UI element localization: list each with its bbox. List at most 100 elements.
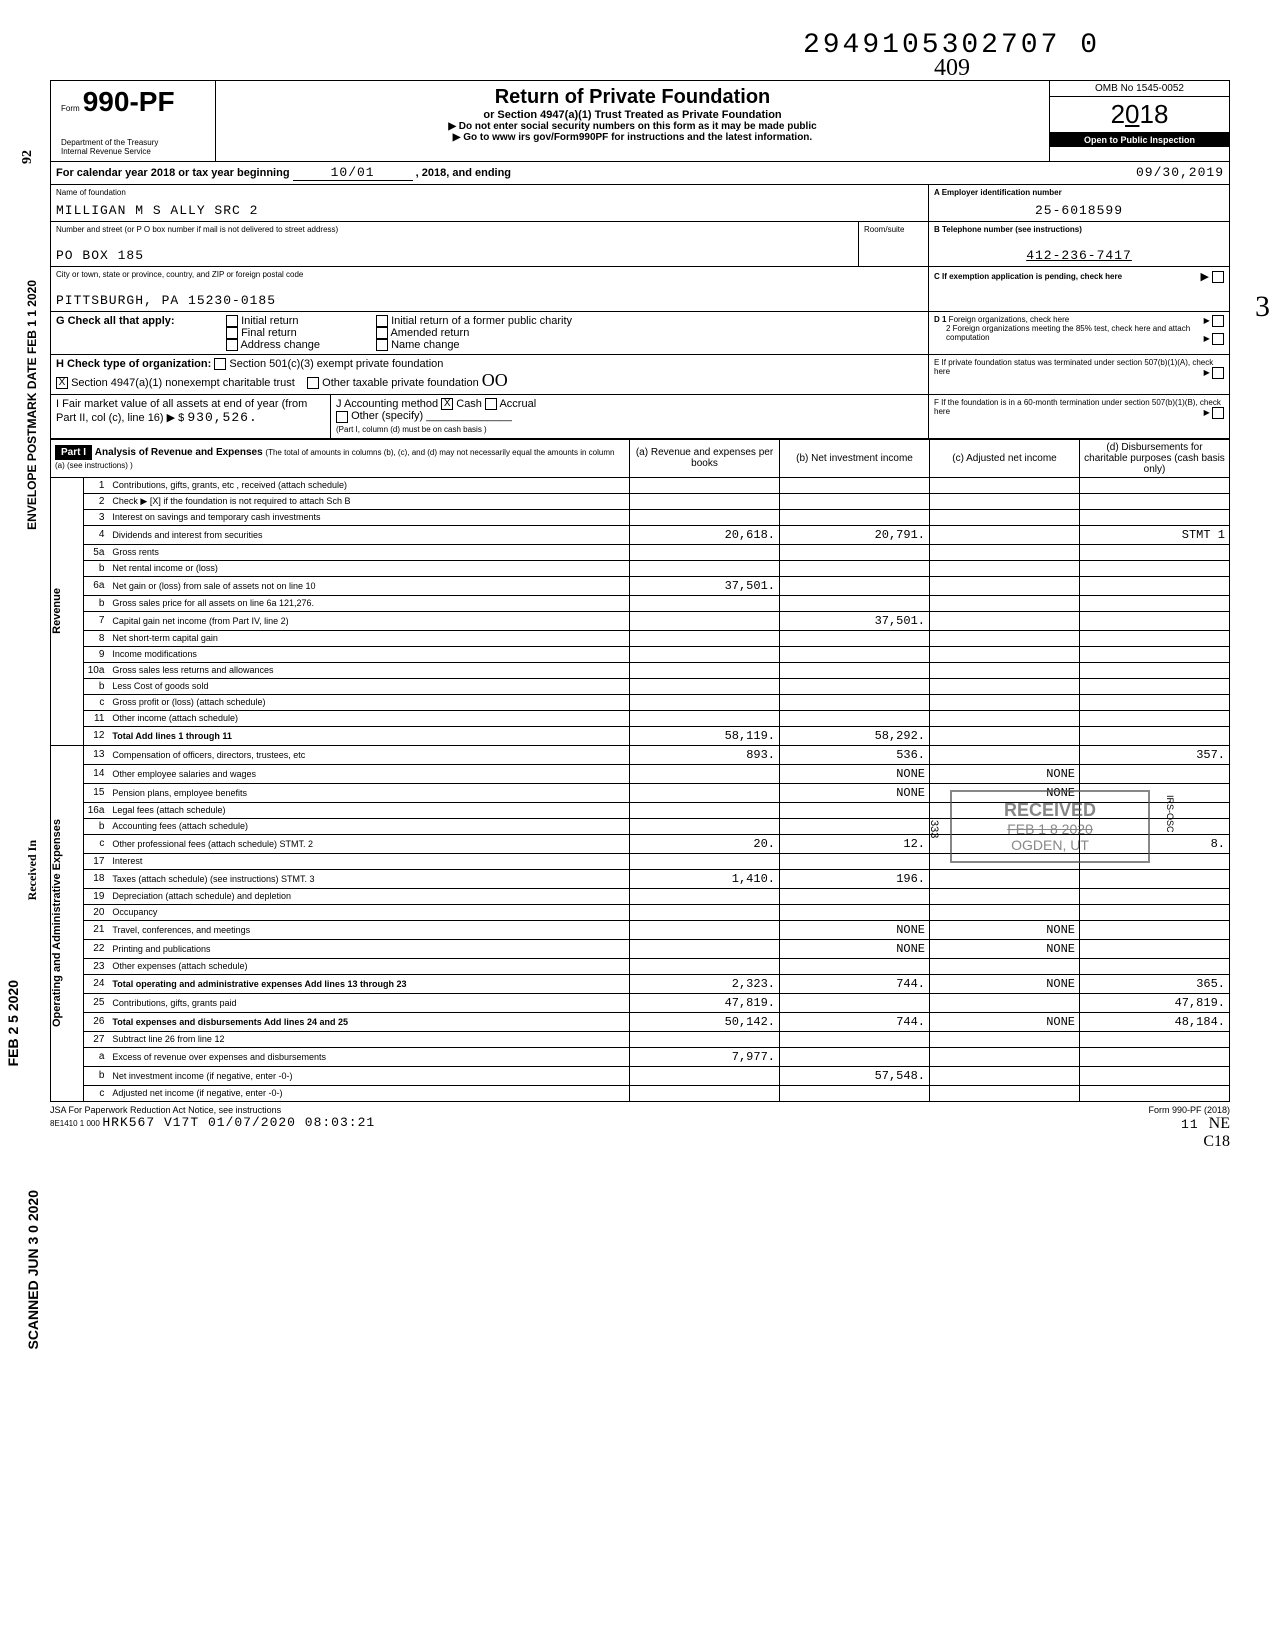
cell-b [780, 576, 930, 595]
checkbox-amended[interactable] [376, 327, 388, 339]
cell-b [780, 595, 930, 611]
footer-hand2: NE [1209, 1115, 1230, 1132]
line-desc: Travel, conferences, and meetings [108, 920, 629, 939]
table-row: 11Other income (attach schedule) [51, 710, 1230, 726]
cell-b: 12. [780, 834, 930, 853]
line-desc: Contributions, gifts, grants paid [108, 993, 629, 1012]
line-desc: Net rental income or (loss) [108, 560, 629, 576]
stamp-333: 333 [928, 820, 940, 838]
cell-c [930, 993, 1080, 1012]
line-desc: Excess of revenue over expenses and disb… [108, 1047, 629, 1066]
cell-a [630, 1085, 780, 1101]
cell-c [930, 646, 1080, 662]
cell-b [780, 1085, 930, 1101]
footer: JSA For Paperwork Reduction Act Notice, … [50, 1105, 1230, 1151]
table-row: bLess Cost of goods sold [51, 678, 1230, 694]
table-row: 19Depreciation (attach schedule) and dep… [51, 888, 1230, 904]
section-j-note: (Part I, column (d) must be on cash basi… [336, 425, 487, 434]
section-i-value: 930,526. [187, 410, 257, 425]
checkbox-501c3[interactable] [214, 358, 226, 370]
cell-d [1080, 611, 1230, 630]
section-j-label: J Accounting method [336, 398, 438, 410]
line-desc: Net gain or (loss) from sale of assets n… [108, 576, 629, 595]
checkbox-name[interactable] [376, 339, 388, 351]
cell-c [930, 726, 1080, 745]
checkbox-f[interactable] [1212, 407, 1224, 419]
checkbox-address[interactable] [226, 339, 238, 351]
checkbox-former[interactable] [376, 315, 388, 327]
line-number: 10a [83, 662, 108, 678]
cell-d [1080, 939, 1230, 958]
line-desc: Accounting fees (attach schedule) [108, 818, 629, 834]
part1-table: Part I Analysis of Revenue and Expenses … [50, 439, 1230, 1102]
checkbox-initial[interactable] [226, 315, 238, 327]
table-row: 14Other employee salaries and wagesNONEN… [51, 764, 1230, 783]
footer-left: JSA For Paperwork Reduction Act Notice, … [50, 1105, 281, 1115]
cell-a: 58,119. [630, 726, 780, 745]
line-desc: Gross sales less returns and allowances [108, 662, 629, 678]
addr-label: Number and street (or P O box number if … [56, 225, 853, 234]
checkbox-d1[interactable] [1212, 315, 1224, 327]
checkbox-other-tax[interactable] [307, 377, 319, 389]
cell-d: 365. [1080, 974, 1230, 993]
line-desc: Legal fees (attach schedule) [108, 802, 629, 818]
cell-b: NONE [780, 920, 930, 939]
line-number: 25 [83, 993, 108, 1012]
cell-a [630, 802, 780, 818]
table-row: 6aNet gain or (loss) from sale of assets… [51, 576, 1230, 595]
line-desc: Gross sales price for all assets on line… [108, 595, 629, 611]
cell-a [630, 1031, 780, 1047]
col-a-head: (a) Revenue and expenses per books [630, 439, 780, 477]
checkbox-d2[interactable] [1212, 333, 1224, 345]
part1-header: Part I [55, 445, 92, 460]
footer-hand1: C18 [1203, 1133, 1230, 1150]
cell-b [780, 678, 930, 694]
line-desc: Check ▶ [X] if the foundation is not req… [108, 493, 629, 509]
cell-a [630, 493, 780, 509]
calendar-row: For calendar year 2018 or tax year begin… [50, 162, 1230, 185]
cell-d [1080, 1066, 1230, 1085]
cell-c: NONE [930, 764, 1080, 783]
handwritten-annotation: 409 [934, 55, 970, 82]
cell-a: 50,142. [630, 1012, 780, 1031]
section-f: F If the foundation is in a 60-month ter… [934, 398, 1221, 416]
line-desc: Less Cost of goods sold [108, 678, 629, 694]
cell-a [630, 560, 780, 576]
cell-b: 536. [780, 745, 930, 764]
begin-date: 10/01 [293, 165, 413, 181]
col-d-head: (d) Disbursements for charitable purpose… [1080, 439, 1230, 477]
cell-b [780, 904, 930, 920]
line-number: 4 [83, 525, 108, 544]
checkbox-4947[interactable]: X [56, 377, 68, 389]
cell-d [1080, 630, 1230, 646]
cell-d [1080, 958, 1230, 974]
line-desc: Total Add lines 1 through 11 [108, 726, 629, 745]
table-row: 21Travel, conferences, and meetingsNONEN… [51, 920, 1230, 939]
section-g-label: G Check all that apply: [56, 315, 175, 327]
checkbox-accrual[interactable] [485, 398, 497, 410]
checkbox-c[interactable] [1212, 271, 1224, 283]
line-number: 26 [83, 1012, 108, 1031]
expenses-label: Operating and Administrative Expenses [51, 819, 69, 1027]
instruction-2: ▶ Go to www irs gov/Form990PF for instru… [221, 132, 1044, 143]
table-row: 8Net short-term capital gain [51, 630, 1230, 646]
checkbox-e[interactable] [1212, 367, 1224, 379]
cell-d [1080, 595, 1230, 611]
instruction-1: ▶ Do not enter social security numbers o… [221, 121, 1044, 132]
line-desc: Depreciation (attach schedule) and deple… [108, 888, 629, 904]
cell-a [630, 710, 780, 726]
cell-b [780, 509, 930, 525]
line-desc: Adjusted net income (if negative, enter … [108, 1085, 629, 1101]
table-row: 12Total Add lines 1 through 1158,119.58,… [51, 726, 1230, 745]
checkbox-final[interactable] [226, 327, 238, 339]
checkbox-other-method[interactable] [336, 411, 348, 423]
table-row: 5aGross rents [51, 544, 1230, 560]
cell-d [1080, 904, 1230, 920]
cell-a [630, 888, 780, 904]
cell-d [1080, 646, 1230, 662]
line-number: 9 [83, 646, 108, 662]
table-row: cGross profit or (loss) (attach schedule… [51, 694, 1230, 710]
checkbox-cash[interactable]: X [441, 398, 453, 410]
line-number: 14 [83, 764, 108, 783]
table-row: 7Capital gain net income (from Part IV, … [51, 611, 1230, 630]
